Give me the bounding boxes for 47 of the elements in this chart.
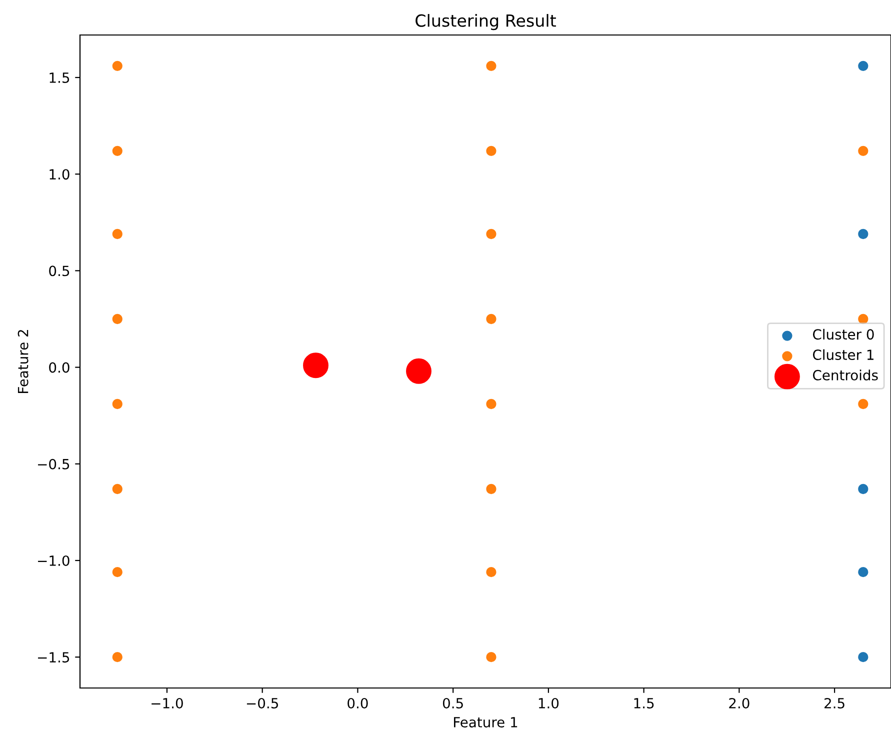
point	[858, 228, 868, 240]
point	[858, 60, 868, 71]
point	[486, 228, 496, 240]
point	[858, 146, 868, 156]
point	[486, 314, 496, 324]
y-tick-label: 1.0	[50, 169, 70, 180]
point	[112, 398, 122, 410]
y-tick-label: −0.5	[38, 458, 70, 470]
point	[858, 652, 868, 662]
x-tick-label: 0.5	[442, 698, 463, 708]
x-tick-label: 0.0	[348, 698, 368, 708]
point	[112, 314, 122, 324]
y-axis-title: Feature 2	[18, 330, 28, 393]
x-tick-label: 2.0	[729, 698, 750, 708]
point	[486, 652, 496, 662]
legend-label: Centroids	[812, 370, 878, 380]
y-tick-label: 0.0	[49, 362, 70, 373]
point	[112, 566, 122, 578]
y-tick-label: −1.5	[38, 652, 70, 663]
point	[858, 398, 868, 410]
y-tick-label: 0.5	[49, 266, 70, 276]
legend-label: Cluster 0	[812, 328, 874, 340]
point	[486, 398, 496, 410]
point	[486, 484, 496, 494]
x-tick-label: 1.0	[538, 698, 559, 708]
point	[112, 484, 122, 494]
x-tick-label: 1.5	[634, 698, 654, 708]
y-tick-label: −1.0	[38, 555, 70, 566]
point	[112, 228, 122, 240]
point	[486, 146, 496, 156]
x-tick-label: −1.0	[152, 698, 183, 708]
point	[486, 566, 496, 578]
point	[112, 60, 122, 71]
point	[858, 314, 868, 324]
legend-label: Cluster 1	[812, 349, 874, 360]
point	[303, 352, 328, 378]
x-axis-title: Feature 1	[454, 717, 518, 728]
point	[858, 566, 868, 578]
point	[858, 484, 868, 494]
y-tick-label: 1.5	[50, 72, 70, 83]
point	[112, 652, 122, 662]
chart-title: Clustering Result	[416, 14, 556, 30]
point	[112, 146, 122, 156]
point	[406, 358, 432, 384]
x-tick-label: 2.5	[824, 698, 844, 708]
x-tick-label: −0.5	[246, 698, 278, 708]
point	[486, 60, 496, 71]
